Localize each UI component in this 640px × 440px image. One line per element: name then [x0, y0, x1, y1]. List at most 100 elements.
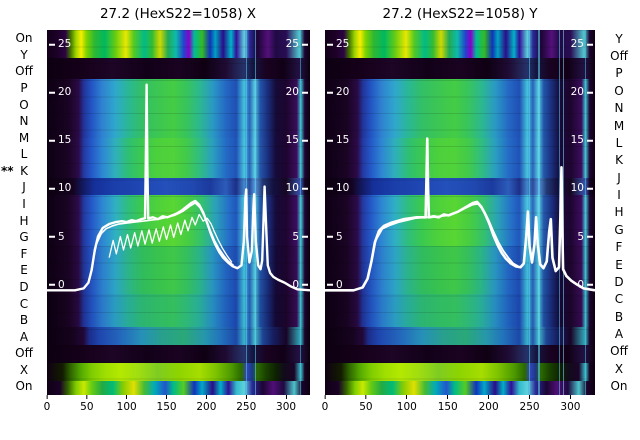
x-tick: 0	[321, 395, 329, 413]
row-label-left-c: C	[19, 296, 29, 311]
x-tick-value: 100	[116, 401, 137, 413]
row-label-right-j: J	[617, 170, 621, 185]
heatmap-band-rows-c-b	[325, 293, 595, 327]
row-label-right-d: D	[614, 274, 624, 289]
heatmap-band-off-top	[325, 58, 595, 79]
x-tick-value: 0	[321, 401, 329, 413]
y-tick-mark	[302, 139, 308, 142]
y-tick-mark	[587, 91, 593, 94]
x-axis-right: 0 50 100 150 200 250 300	[321, 395, 595, 423]
x-tick-mark	[406, 395, 408, 399]
y-tick-mark	[49, 283, 55, 286]
row-label-left-f: F	[20, 246, 28, 261]
x-tick: 0	[44, 395, 50, 413]
y-tick-label-left: 20	[49, 87, 71, 98]
y-tick-label-right: 10	[286, 183, 308, 194]
x-tick-mark	[365, 395, 367, 399]
y-tick-value: 15	[336, 134, 350, 147]
x-tick-value: 100	[396, 401, 417, 413]
y-tick-mark	[587, 139, 593, 142]
y-tick-label-left: 20	[327, 87, 349, 98]
profile-oscillating	[109, 214, 232, 262]
x-tick-value: 150	[437, 401, 458, 413]
heatmap-band-rows-c-b	[47, 293, 310, 327]
row-label-right-h: H	[614, 205, 624, 220]
x-tick: 150	[438, 395, 458, 413]
y-tick-value: 10	[570, 182, 584, 195]
y-tick-value: 5	[577, 230, 584, 243]
row-label-left-off: Off	[15, 64, 33, 79]
row-label-left-x: X	[19, 362, 29, 377]
panel-title-y: 27.2 (HexS22=1058) Y	[382, 6, 538, 22]
x-tick-mark	[166, 395, 168, 399]
x-tick: 250	[236, 395, 256, 413]
heatmap-band-row-k	[325, 177, 595, 196]
x-tick: 50	[80, 395, 94, 413]
row-label-right-off: Off	[610, 49, 628, 64]
row-label-left-off: Off	[15, 346, 33, 361]
profile-main	[47, 85, 310, 291]
y-tick-mark	[587, 283, 593, 286]
y-tick-label-left: 10	[327, 183, 349, 194]
row-label-left-k: K	[20, 163, 28, 178]
row-label-right-a: A	[614, 327, 624, 342]
y-tick-value: 10	[58, 182, 72, 195]
row-label-left-on: On	[15, 379, 33, 394]
profile-secondary	[370, 204, 518, 267]
row-label-left-h: H	[19, 213, 29, 228]
row-label-right-l: L	[615, 135, 623, 150]
y-tick-label-right: 20	[571, 87, 593, 98]
x-tick-value: 150	[156, 401, 177, 413]
bright-vertical-line	[538, 30, 540, 395]
y-tick-value: 10	[336, 182, 350, 195]
heatmap-band-row-a	[325, 326, 595, 345]
row-marker-asterisks: **	[1, 164, 14, 179]
y-tick-mark	[327, 187, 333, 190]
row-label-left-n: N	[19, 114, 29, 129]
left-axis-row-labels: On Y Off P O N M L K J I H G F E D C B A Off X On	[4, 30, 44, 395]
y-tick-value: 15	[570, 134, 584, 147]
heatmap-band-off-bottom	[325, 344, 595, 364]
x-tick-mark	[529, 395, 531, 399]
heatmap-band-rows-m-l	[325, 138, 595, 178]
row-label-right-y: Y	[615, 31, 623, 46]
y-tick-label-right: 5	[292, 231, 308, 242]
heatmap-band-on-bottom	[47, 381, 310, 395]
row-label-right-x: X	[614, 361, 624, 376]
x-tick-mark	[86, 395, 88, 399]
y-tick-label-left: 25	[327, 39, 349, 50]
heatmap-bands	[47, 30, 310, 395]
row-label-right-i: I	[617, 188, 621, 203]
heatmap-band-off-bottom	[47, 344, 310, 364]
heatmap-band-off-top	[47, 58, 310, 79]
x-tick: 150	[157, 395, 177, 413]
y-tick-label-left: 15	[49, 135, 71, 146]
heatmap-band-on-top	[325, 30, 595, 59]
right-axis-row-labels: Y Off P O N M L K J I H G F E D C B A Off X On	[600, 30, 638, 395]
y-tick-mark	[302, 187, 308, 190]
row-label-right-k: K	[615, 153, 623, 168]
y-tick-mark	[587, 235, 593, 238]
row-label-left-j: J	[22, 180, 26, 195]
row-label-right-n: N	[614, 101, 624, 116]
bright-vertical-line	[300, 30, 302, 395]
row-label-left-l: L	[20, 147, 28, 162]
y-tick-label-right: 5	[577, 231, 593, 242]
y-tick-mark	[49, 187, 55, 190]
y-tick-value: 25	[285, 38, 299, 51]
y-tick-mark	[327, 91, 333, 94]
y-tick-value: 5	[58, 230, 65, 243]
x-tick: 200	[479, 395, 499, 413]
y-tick-mark	[587, 187, 593, 190]
y-tick-label-left: 5	[327, 231, 343, 242]
bright-vertical-line	[529, 30, 531, 395]
y-tick-mark	[302, 43, 308, 46]
y-tick-value: 5	[336, 230, 343, 243]
y-tick-value: 0	[336, 278, 343, 291]
y-tick-value: 25	[58, 38, 72, 51]
heatmap-band-row-x	[325, 363, 595, 382]
profile-curves	[325, 30, 595, 395]
x-tick-value: 200	[196, 401, 217, 413]
x-tick-mark	[447, 395, 449, 399]
